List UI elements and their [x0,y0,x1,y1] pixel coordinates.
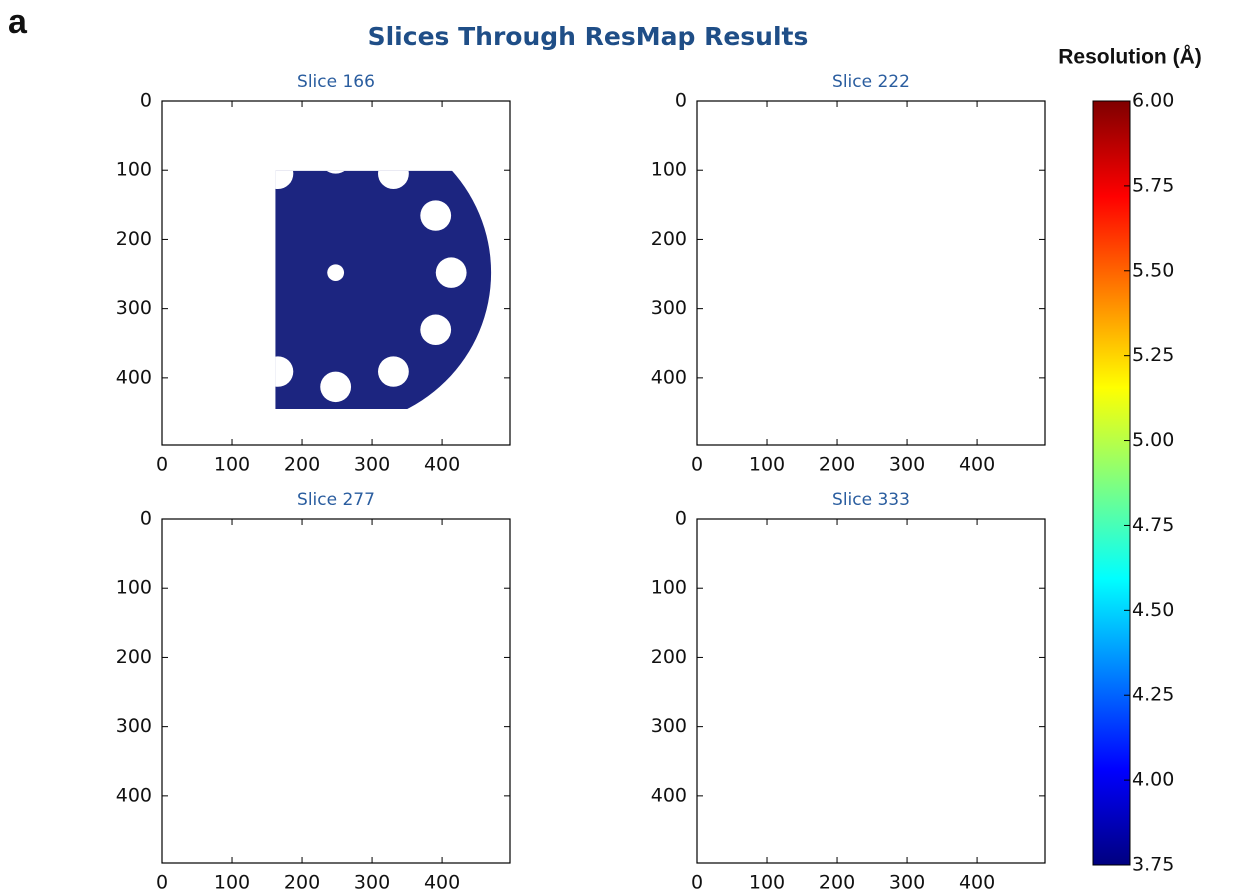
y-tick-label: 400 [651,366,687,388]
y-tick-label: 300 [651,715,687,737]
map-gap [262,159,293,189]
x-tick-label: 0 [156,454,168,476]
x-tick-label: 200 [819,454,855,476]
x-tick-label: 100 [214,872,250,894]
map-gap [320,372,351,402]
x-tick-label: 400 [959,454,995,476]
x-tick-label: 100 [749,872,785,894]
y-tick-label: 200 [116,646,152,668]
y-tick-label: 200 [651,228,687,250]
map-gap [436,257,467,287]
figure: a Slices Through ResMap Results Slice 16… [0,0,1233,894]
y-tick-label: 300 [651,297,687,319]
y-tick-label: 100 [116,159,152,181]
x-tick-label: 200 [284,872,320,894]
subplot-title: Slice 333 [832,490,910,510]
figure-title: Slices Through ResMap Results [368,22,809,51]
y-tick-label: 400 [116,366,152,388]
map-gap [205,257,236,287]
colorbar-tick-label: 4.75 [1132,514,1174,536]
map-blob [321,653,360,675]
colorbar-tick-label: 5.25 [1132,344,1174,366]
map-ring [736,284,813,360]
y-tick-label: 100 [651,159,687,181]
y-tick-label: 0 [675,508,687,530]
y-tick-label: 400 [651,784,687,806]
map-blob [338,612,377,634]
subplot-title: Slice 222 [832,72,910,92]
colorbar-tick-label: 5.00 [1132,429,1174,451]
subplot-title: Slice 277 [297,490,375,510]
x-tick-label: 300 [354,872,390,894]
map-gap [220,315,251,345]
y-tick-label: 0 [140,508,152,530]
map-ring [832,125,909,201]
axes-frame [697,519,1045,863]
x-tick-label: 300 [889,872,925,894]
y-tick-label: 200 [116,228,152,250]
y-tick-label: 400 [116,784,152,806]
axes-frame [697,101,1045,445]
map-blob [391,702,430,724]
colorbar-tick-label: 3.75 [1132,854,1174,876]
map-ring [928,284,1005,360]
x-tick-label: 300 [354,454,390,476]
map-gap [220,200,251,230]
map-ring [832,326,909,402]
x-tick-label: 0 [691,454,703,476]
y-tick-label: 0 [675,90,687,112]
x-tick-label: 200 [819,872,855,894]
panel-label: a [8,3,28,41]
y-tick-label: 100 [116,577,152,599]
map-blob [265,702,304,724]
map-blob [317,719,356,741]
map-blob [293,605,332,627]
map-blob [247,660,286,682]
map-gap [420,200,451,230]
colorbar-tick-label: 4.00 [1132,769,1174,791]
map-ring [928,181,1005,257]
map-gap [378,356,409,386]
map-gap [320,143,351,173]
x-tick-label: 0 [156,872,168,894]
subplot-title: Slice 166 [297,72,375,92]
map-gap [420,315,451,345]
map-blob [293,764,332,786]
y-tick-label: 100 [651,577,687,599]
x-tick-label: 0 [691,872,703,894]
x-tick-label: 400 [424,454,460,476]
map-image [736,125,1006,402]
y-tick-label: 300 [116,715,152,737]
map-blob [275,653,314,675]
map-gap [327,264,344,281]
map-ring [736,181,813,257]
colorbar-tick-label: 5.50 [1132,259,1174,281]
map-blob [349,761,388,783]
map-gap [262,356,293,386]
map-ring [832,229,909,305]
colorbar-tick-label: 4.25 [1132,684,1174,706]
x-tick-label: 400 [959,872,995,894]
x-tick-label: 400 [424,872,460,894]
map-image [180,119,491,426]
x-tick-label: 100 [749,454,785,476]
axes-frame [162,519,510,863]
x-tick-label: 200 [284,454,320,476]
y-tick-label: 0 [140,90,152,112]
map-blob [356,688,395,710]
map-gap [378,159,409,189]
colorbar-tick-label: 5.75 [1132,174,1174,196]
colorbar-tick-label: 4.50 [1132,599,1174,621]
y-tick-label: 300 [116,297,152,319]
x-tick-label: 300 [889,454,925,476]
colorbar [1093,101,1130,865]
y-tick-label: 200 [651,646,687,668]
colorbar-title: Resolution (Å) [1058,45,1201,69]
map-image [247,605,430,786]
x-tick-label: 100 [214,454,250,476]
colorbar-tick-label: 6.00 [1132,90,1174,112]
